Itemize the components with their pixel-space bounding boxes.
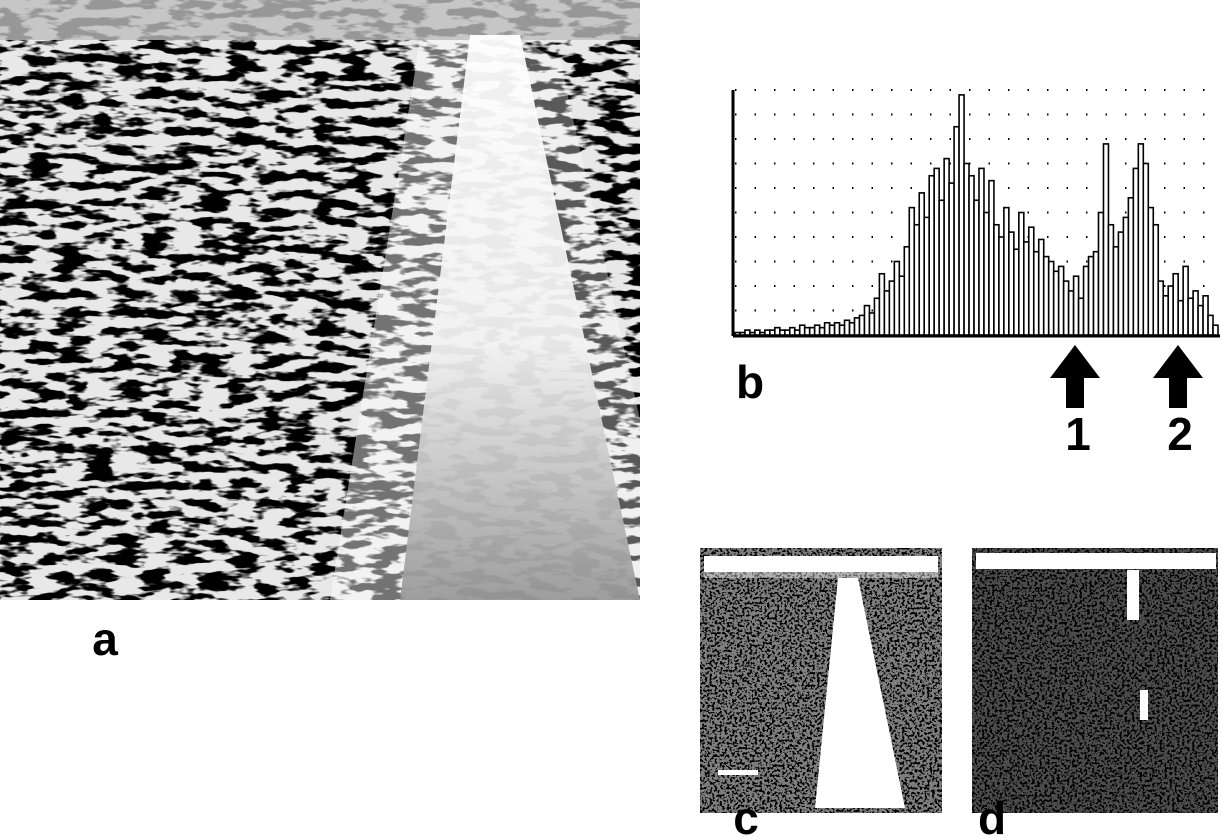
panel-label: a bbox=[92, 613, 118, 665]
figure: 1 2 a b c d bbox=[0, 0, 1222, 839]
panel-label: d bbox=[978, 792, 1006, 839]
arrow-2 bbox=[1153, 345, 1203, 408]
panel-label: c bbox=[733, 792, 759, 839]
arrow-1 bbox=[1050, 345, 1100, 408]
bar bbox=[1213, 325, 1218, 335]
panel-label: b bbox=[736, 356, 764, 408]
threshold-image-d bbox=[972, 548, 1218, 813]
photo-a bbox=[0, 0, 640, 600]
threshold-image-c bbox=[700, 548, 942, 813]
arrow-label: 1 bbox=[1065, 408, 1091, 460]
arrow-label: 2 bbox=[1167, 408, 1193, 460]
histogram bbox=[733, 90, 1220, 336]
